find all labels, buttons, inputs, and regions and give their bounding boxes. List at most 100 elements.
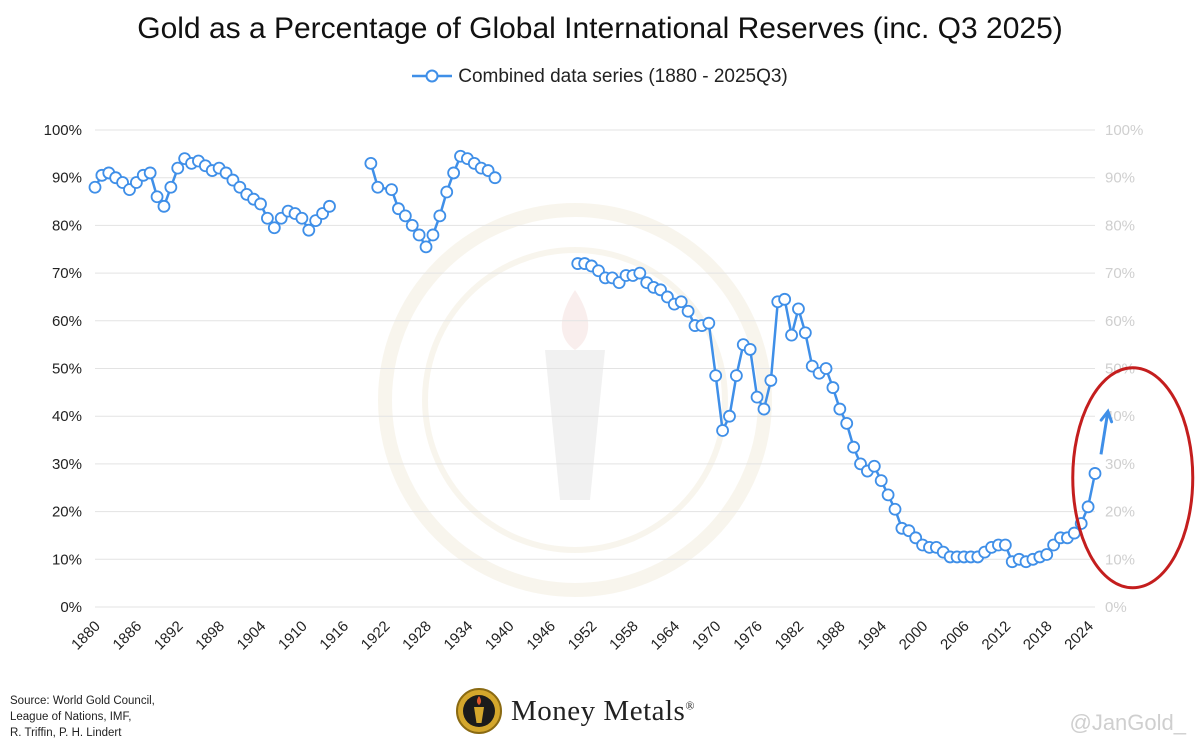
data-point: [302, 223, 316, 237]
data-point: [1081, 500, 1095, 514]
y-tick-label-right: 30%: [1105, 456, 1135, 473]
y-tick-label-right: 100%: [1105, 122, 1143, 139]
x-tick-label: 1934: [441, 618, 477, 654]
data-point: [440, 185, 454, 199]
x-tick-label: 1952: [565, 618, 601, 654]
y-tick-label-left: 90%: [52, 170, 82, 187]
source-line: League of Nations, IMF,: [10, 711, 132, 723]
x-tick-label: 1988: [813, 618, 849, 654]
x-tick-label: 1886: [110, 618, 146, 654]
y-tick-label-left: 100%: [44, 122, 82, 139]
data-point: [743, 343, 757, 356]
data-point: [164, 180, 178, 194]
y-tick-label-right: 70%: [1105, 265, 1135, 282]
data-point: [261, 211, 274, 225]
data-point: [419, 240, 433, 254]
x-tick-label: 1916: [316, 618, 352, 654]
x-tick-label: 2012: [979, 618, 1015, 654]
data-point: [826, 381, 840, 394]
data-point: [792, 302, 805, 316]
x-tick-label: 1982: [772, 618, 808, 654]
y-tick-label-left: 30%: [52, 456, 82, 473]
source-note: Source: World Gold Council, League of Na…: [10, 693, 155, 741]
y-tick-label-left: 0%: [60, 599, 82, 616]
data-point: [847, 440, 861, 454]
x-tick-label: 2018: [1020, 618, 1056, 654]
data-point: [681, 304, 695, 318]
data-point: [412, 228, 426, 242]
y-tick-label-left: 70%: [52, 265, 82, 282]
data-point: [709, 369, 723, 383]
data-point: [364, 156, 378, 170]
data-point: [716, 424, 729, 437]
y-tick-label-left: 40%: [52, 408, 82, 425]
data-point: [150, 190, 164, 204]
x-tick-label: 1898: [192, 618, 228, 654]
x-axis: 1880 1886 1892 1898 1904 1910 1916 1922 1928 1934…: [68, 618, 1097, 654]
x-tick-label: 1922: [358, 618, 394, 654]
y-tick-label-right: 60%: [1105, 313, 1135, 330]
data-point: [778, 292, 792, 306]
data-point: [371, 180, 385, 194]
data-point: [295, 211, 309, 225]
y-tick-label-right: 10%: [1105, 551, 1135, 568]
x-tick-label: 1880: [68, 618, 104, 654]
x-tick-label: 1994: [854, 618, 890, 654]
x-tick-label: 1970: [689, 618, 725, 654]
y-tick-label-left: 80%: [52, 217, 82, 234]
data-point: [785, 328, 798, 342]
x-tick-label: 1910: [275, 618, 311, 654]
y-tick-label-right: 20%: [1105, 504, 1135, 521]
data-point: [1040, 548, 1054, 561]
y-tick-label-left: 10%: [52, 551, 82, 568]
data-point: [398, 209, 412, 223]
data-point: [88, 180, 102, 194]
data-point: [323, 199, 336, 213]
highlight-ellipse: [1071, 366, 1195, 590]
x-tick-label: 1976: [730, 618, 766, 654]
data-point: [157, 199, 171, 213]
data-point: [874, 474, 888, 487]
data-point: [833, 402, 847, 416]
chart-title: Gold as a Percentage of Global Internati…: [137, 12, 1063, 45]
data-point: [143, 166, 157, 180]
y-tick-label-left: 20%: [52, 504, 82, 521]
data-point: [702, 316, 716, 330]
x-tick-label: 1892: [151, 618, 187, 654]
brand-name: Money Metals®: [511, 694, 695, 727]
x-tick-label: 1928: [399, 618, 435, 654]
data-point: [867, 459, 881, 473]
data-point: [633, 266, 647, 280]
x-tick-label: 1904: [234, 618, 270, 654]
x-tick-label: 1958: [606, 618, 642, 654]
registered-mark: ®: [685, 697, 695, 712]
data-point: [798, 326, 812, 340]
annotations: [1071, 366, 1195, 590]
y-tick-label-left: 60%: [52, 313, 82, 330]
chart-legend: Combined data series (1880 - 2025Q3): [0, 66, 1200, 88]
watermark-seal-icon: [378, 203, 772, 597]
x-tick-label: 1946: [523, 618, 559, 654]
data-point: [881, 488, 895, 502]
trend-arrow-head: [1099, 408, 1114, 424]
data-point: [433, 209, 447, 223]
data-point: [447, 166, 461, 180]
legend-label: Combined data series (1880 - 2025Q3): [458, 66, 788, 87]
data-point: [729, 369, 743, 383]
y-tick-label-right: 90%: [1105, 170, 1135, 187]
author-handle: @JanGold_: [1069, 710, 1186, 735]
data-point: [757, 402, 771, 416]
x-tick-label: 1964: [648, 618, 684, 654]
data-point: [764, 374, 778, 387]
data-point: [819, 362, 833, 375]
x-tick-label: 2006: [937, 618, 973, 654]
y-tick-label-right: 80%: [1105, 217, 1135, 234]
data-point: [723, 409, 736, 423]
data-point: [998, 538, 1012, 552]
brand-footer: Money Metals®: [455, 683, 695, 739]
money-metals-logo-icon: [456, 688, 502, 734]
data-point: [385, 183, 398, 197]
data-point: [405, 218, 419, 232]
series-combined: [88, 149, 1102, 569]
